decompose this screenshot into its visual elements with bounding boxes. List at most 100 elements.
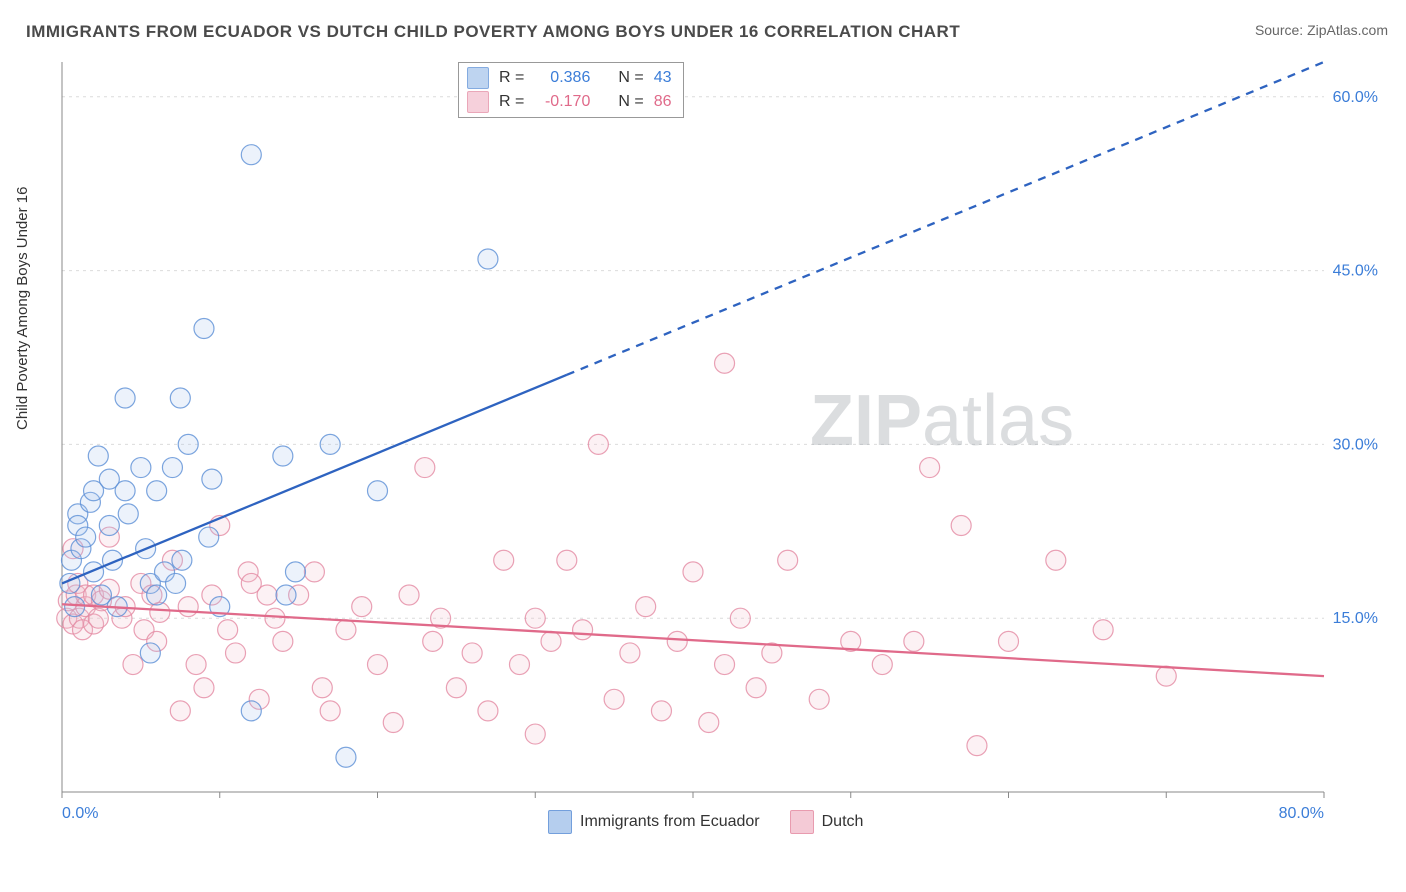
- chart-title: IMMIGRANTS FROM ECUADOR VS DUTCH CHILD P…: [26, 22, 960, 42]
- data-point: [99, 515, 119, 535]
- data-point: [715, 655, 735, 675]
- legend-swatch: [548, 810, 572, 834]
- legend-bottom: Immigrants from Ecuador Dutch: [548, 810, 863, 834]
- data-point: [304, 562, 324, 582]
- data-point: [84, 562, 104, 582]
- data-point: [494, 550, 514, 570]
- data-point: [809, 689, 829, 709]
- data-point: [683, 562, 703, 582]
- data-point: [478, 701, 498, 721]
- data-point: [147, 481, 167, 501]
- data-point: [320, 434, 340, 454]
- x-tick-label: 0.0%: [62, 805, 98, 822]
- data-point: [88, 446, 108, 466]
- data-point: [667, 631, 687, 651]
- data-point: [588, 434, 608, 454]
- data-point: [651, 701, 671, 721]
- data-point: [951, 515, 971, 535]
- data-point: [399, 585, 419, 605]
- data-point: [147, 585, 167, 605]
- data-point: [525, 724, 545, 744]
- data-point: [285, 562, 305, 582]
- data-point: [920, 458, 940, 478]
- legend-n-label: N =: [618, 93, 643, 111]
- source-label: Source:: [1255, 22, 1307, 38]
- data-point: [257, 585, 277, 605]
- data-point: [170, 388, 190, 408]
- legend-rn-row: R =0.386N =43: [467, 67, 671, 89]
- legend-r-value: 0.386: [534, 69, 590, 87]
- data-point: [446, 678, 466, 698]
- legend-rn-row: R = -0.170 N = 86: [467, 91, 671, 113]
- data-point: [202, 469, 222, 489]
- data-point: [166, 573, 186, 593]
- data-point: [1046, 550, 1066, 570]
- data-point: [368, 655, 388, 675]
- data-point: [541, 631, 561, 651]
- data-point: [1156, 666, 1176, 686]
- data-point: [115, 481, 135, 501]
- data-point: [872, 655, 892, 675]
- data-point: [241, 145, 261, 165]
- legend-series-name: Dutch: [822, 813, 864, 831]
- data-point: [199, 527, 219, 547]
- data-point: [123, 655, 143, 675]
- legend-item: Immigrants from Ecuador: [548, 810, 760, 834]
- legend-series-name: Immigrants from Ecuador: [580, 813, 760, 831]
- data-point: [118, 504, 138, 524]
- data-point: [715, 353, 735, 373]
- data-point: [746, 678, 766, 698]
- source-credit: Source: ZipAtlas.com: [1255, 22, 1388, 38]
- data-point: [312, 678, 332, 698]
- legend-r-value: -0.170: [534, 93, 590, 111]
- data-point: [178, 434, 198, 454]
- data-point: [1093, 620, 1113, 640]
- data-point: [573, 620, 593, 640]
- data-point: [336, 747, 356, 767]
- y-tick-label: 30.0%: [1333, 436, 1378, 453]
- y-tick-label: 45.0%: [1333, 263, 1378, 280]
- legend-n-value: 86: [654, 93, 672, 111]
- data-point: [241, 701, 261, 721]
- data-point: [415, 458, 435, 478]
- data-point: [218, 620, 238, 640]
- data-point: [276, 585, 296, 605]
- data-point: [525, 608, 545, 628]
- data-point: [557, 550, 577, 570]
- data-point: [509, 655, 529, 675]
- data-point: [320, 701, 340, 721]
- data-point: [636, 597, 656, 617]
- data-point: [352, 597, 372, 617]
- data-point: [76, 527, 96, 547]
- data-point: [178, 597, 198, 617]
- data-point: [194, 678, 214, 698]
- correlation-scatter-plot: 0.0% 80.0% 15.0% 30.0% 45.0% 60.0%: [48, 56, 1388, 836]
- legend-item: Dutch: [790, 810, 864, 834]
- data-point: [273, 631, 293, 651]
- data-point: [904, 631, 924, 651]
- y-tick-label: 15.0%: [1333, 610, 1378, 627]
- data-point: [967, 736, 987, 756]
- legend-r-label: R =: [499, 93, 524, 111]
- data-point: [462, 643, 482, 663]
- legend-swatch: [467, 91, 489, 113]
- data-point: [65, 597, 85, 617]
- legend-swatch: [467, 67, 489, 89]
- data-point: [383, 712, 403, 732]
- data-point: [423, 631, 443, 651]
- data-point: [778, 550, 798, 570]
- y-tick-label: 60.0%: [1333, 89, 1378, 106]
- data-point: [162, 458, 182, 478]
- data-point: [170, 701, 190, 721]
- legend-n-value: 43: [654, 69, 672, 87]
- data-point: [226, 643, 246, 663]
- data-point: [186, 655, 206, 675]
- data-point: [265, 608, 285, 628]
- data-point: [730, 608, 750, 628]
- data-point: [115, 388, 135, 408]
- source-name: ZipAtlas.com: [1307, 22, 1388, 38]
- legend-rn-box: R = 0.386 N = 43 R = -0.170 N = 86: [458, 62, 684, 118]
- data-point: [368, 481, 388, 501]
- legend-r-label: R =: [499, 69, 524, 87]
- x-tick-label: 80.0%: [1279, 805, 1324, 822]
